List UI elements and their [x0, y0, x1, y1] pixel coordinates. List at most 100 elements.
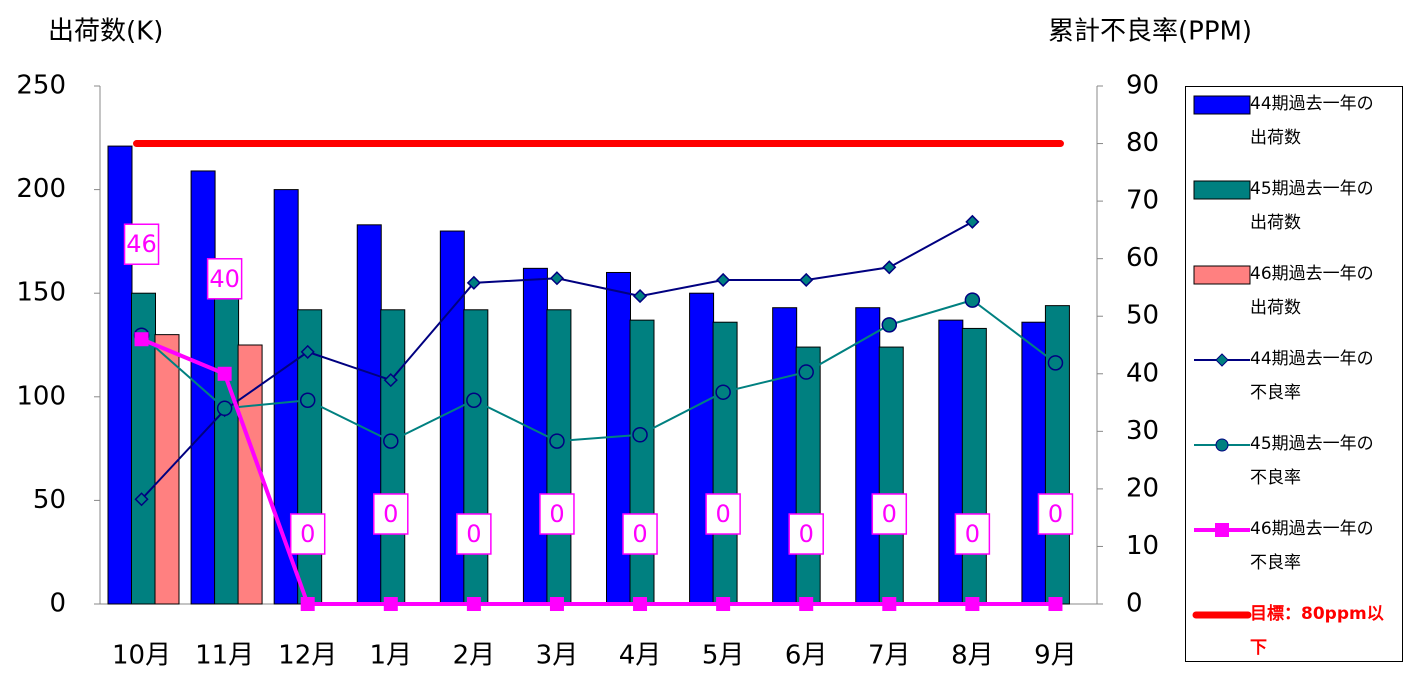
- bar: [546, 309, 572, 605]
- data-label: 46: [126, 230, 157, 258]
- x-tick-label: 12月: [278, 641, 337, 671]
- marker: [216, 400, 233, 417]
- marker: [716, 272, 731, 288]
- data-label-box: [1037, 493, 1074, 535]
- data-label-box: [871, 493, 908, 535]
- data-label: 0: [300, 520, 315, 548]
- marker: [549, 433, 565, 449]
- legend-swatch: [1194, 523, 1250, 537]
- legend-label: 46期過去一年の出荷数: [1250, 264, 1374, 318]
- bar: [855, 307, 881, 605]
- legend-swatch: [1194, 438, 1250, 452]
- y2-tick-label: 10: [1126, 531, 1159, 561]
- x-tick-label: 10月: [112, 641, 171, 671]
- legend: 44期過去一年の出荷数 45期過去一年の出荷数 46期過去一年の出荷数 44期過去一年…: [1185, 86, 1403, 662]
- marker: [798, 364, 814, 380]
- marker: [299, 392, 316, 409]
- marker: [799, 597, 814, 611]
- bar: [273, 189, 299, 605]
- bar: [522, 267, 548, 605]
- y2-tick-label: 50: [1126, 301, 1159, 331]
- marker: [882, 597, 897, 611]
- y2-tick-label: 60: [1126, 243, 1159, 273]
- data-label: 0: [965, 520, 980, 548]
- data-label: 0: [549, 500, 564, 528]
- bar: [961, 327, 987, 605]
- bar: [107, 145, 133, 605]
- y2-tick-label: 90: [1126, 71, 1159, 101]
- legend-label: 45期過去一年の不良率: [1250, 434, 1374, 488]
- bar: [380, 309, 406, 605]
- data-label-box: [539, 493, 575, 535]
- legend-swatch: [1193, 180, 1251, 200]
- legend-label: 44期過去一年の不良率: [1250, 349, 1374, 403]
- y-tick-label: 100: [16, 381, 66, 411]
- line: [140, 299, 1057, 443]
- swatch: [1215, 523, 1229, 537]
- legend-label: 45期過去一年の出荷数: [1250, 179, 1374, 233]
- bar: [214, 296, 240, 605]
- swatch: [1193, 265, 1251, 285]
- y2-tick-label: 20: [1126, 473, 1159, 503]
- x-tick-label: 1月: [370, 641, 413, 671]
- swatch: [1215, 353, 1229, 367]
- data-label-box: [622, 513, 658, 555]
- data-label: 0: [1048, 500, 1063, 528]
- legend-swatch: [1194, 353, 1250, 367]
- x-tick-label: 8月: [951, 641, 994, 671]
- bar: [712, 321, 738, 605]
- y2-tick-label: 70: [1126, 186, 1159, 216]
- marker: [217, 366, 232, 381]
- marker: [881, 317, 898, 333]
- bar: [154, 334, 180, 605]
- data-label: 40: [209, 265, 240, 293]
- marker: [882, 260, 897, 275]
- marker: [549, 271, 565, 286]
- marker: [715, 384, 731, 400]
- data-label-box: [123, 223, 160, 265]
- bar: [463, 309, 489, 605]
- marker: [633, 597, 648, 611]
- y-tick-label: 50: [33, 485, 66, 515]
- x-tick-label: 7月: [868, 641, 911, 671]
- marker: [965, 597, 980, 611]
- marker: [799, 272, 814, 288]
- marker: [549, 597, 564, 611]
- x-tick-label: 5月: [702, 641, 745, 671]
- data-label: 0: [632, 520, 647, 548]
- swatch: [1193, 180, 1251, 200]
- data-label-box: [788, 513, 824, 555]
- x-tick-label: 3月: [536, 641, 579, 671]
- data-label: 0: [882, 500, 897, 528]
- marker: [716, 597, 731, 611]
- y2-tick-label: 40: [1126, 358, 1159, 388]
- data-label-box: [954, 513, 991, 555]
- y-tick-label: 200: [16, 174, 66, 204]
- marker: [632, 427, 648, 443]
- bar: [356, 224, 382, 605]
- bar: [772, 307, 798, 605]
- y2-tick-label: 80: [1126, 128, 1159, 158]
- bar: [689, 292, 715, 605]
- y-axis-label: 出荷数(K): [48, 17, 163, 47]
- x-tick-label: 11月: [195, 641, 254, 671]
- x-tick-label: 6月: [785, 641, 828, 671]
- bar: [1044, 305, 1070, 605]
- bar: [938, 319, 964, 605]
- marker: [964, 292, 981, 308]
- legend-label: 44期過去一年の出荷数: [1250, 94, 1374, 148]
- marker: [1047, 355, 1064, 371]
- marker: [466, 597, 481, 611]
- marker: [466, 392, 482, 409]
- bar: [190, 170, 216, 605]
- marker: [134, 492, 149, 507]
- swatch: [1215, 438, 1229, 452]
- bar: [795, 346, 821, 605]
- data-label-box: [206, 258, 243, 300]
- marker: [632, 289, 648, 304]
- legend-swatch: [1193, 265, 1251, 285]
- bar: [629, 319, 655, 605]
- data-label-box: [705, 493, 741, 535]
- data-label: 0: [383, 500, 398, 528]
